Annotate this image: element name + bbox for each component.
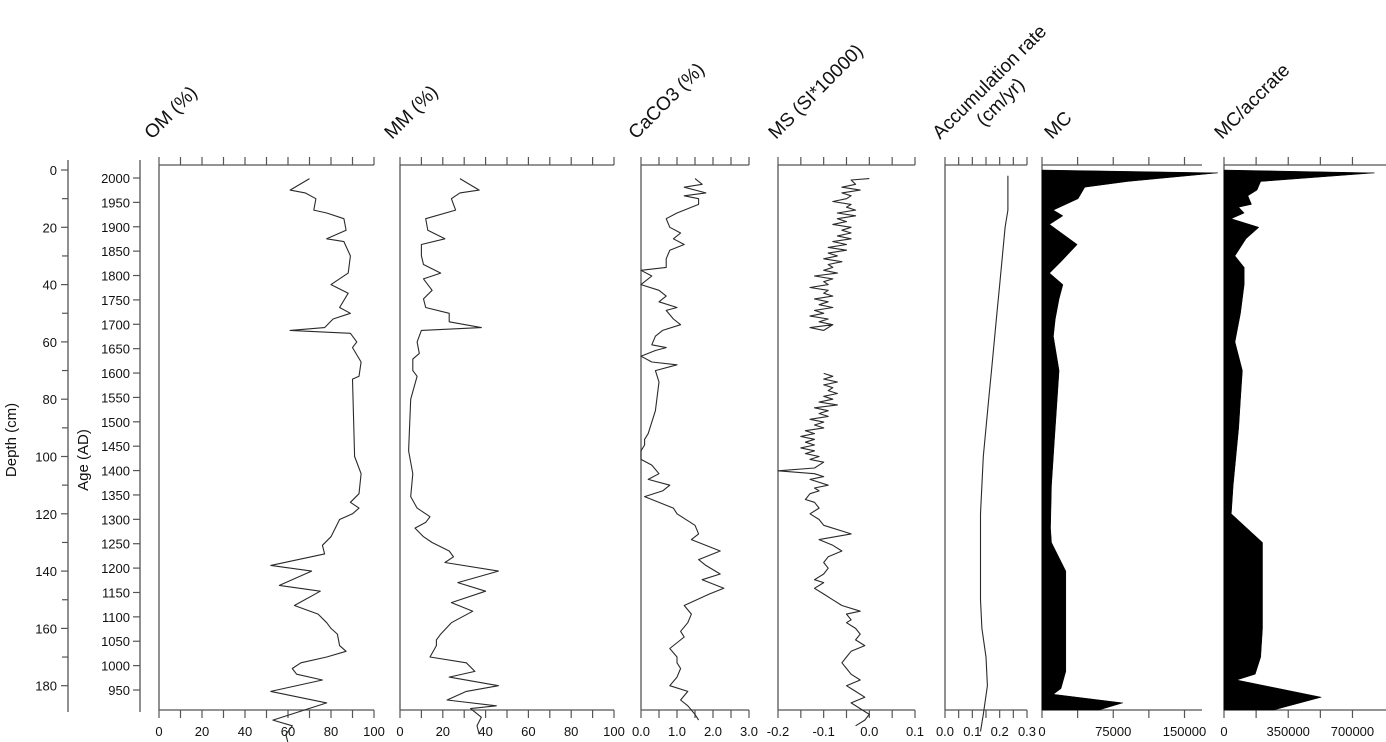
age-tick-label: 1700 (101, 317, 130, 332)
data-area (1223, 169, 1375, 711)
age-tick-label: 1950 (101, 195, 130, 210)
age-tick-label: 1150 (102, 585, 130, 600)
x-tick-label: 0.0 (936, 724, 954, 739)
x-tick-label: 0 (1038, 724, 1045, 739)
data-curve (408, 178, 499, 735)
age-tick-label: 1400 (101, 464, 130, 479)
x-tick-label: 3.0 (740, 724, 758, 739)
x-tick-label: 80 (564, 724, 578, 739)
age-tick-label: 1850 (101, 244, 130, 259)
age-tick-label: 1600 (101, 366, 130, 381)
depth-tick-label: 80 (43, 392, 57, 407)
x-tick-label: 1.0 (668, 724, 686, 739)
x-tick-label: 40 (238, 724, 252, 739)
x-tick-label: 0 (396, 724, 403, 739)
age-tick-label: 950 (108, 683, 130, 698)
panel-title: OM (%) (141, 82, 202, 143)
age-tick-label: 1800 (101, 269, 130, 284)
x-tick-label: 0 (155, 724, 162, 739)
x-tick-label: 0.1 (963, 724, 981, 739)
data-area (1041, 169, 1218, 711)
panel-title: CaCO3 (%) (625, 59, 709, 143)
panel-mm: 0 20 40 60 80 100 MM (%) (381, 82, 625, 739)
x-tick-label: -0.2 (767, 724, 789, 739)
panel-caco3: 0.0 1.0 2.0 3.0 CaCO3 (%) (625, 59, 758, 739)
age-axis-title: Age (AD) (75, 429, 92, 491)
x-tick-label: 0.2 (991, 724, 1009, 739)
depth-tick-label: 120 (35, 507, 57, 522)
x-tick-label: 60 (521, 724, 535, 739)
panel-mc: 0 75000 150000 MC (1038, 108, 1218, 739)
age-axis: 2000 1950 1900 1850 1800 1750 1700 1650 1600 1550… (101, 160, 141, 712)
data-curve (777, 372, 870, 727)
panel-title: MS (SI*10000) (765, 41, 868, 144)
x-tick-label: 0 (1220, 724, 1227, 739)
age-tick-label: 1650 (101, 342, 130, 357)
age-tick-label: 1550 (101, 390, 130, 405)
x-tick-label: 80 (324, 724, 338, 739)
age-tick-label: 1450 (101, 439, 130, 454)
x-tick-label: 350000 (1267, 724, 1310, 739)
x-tick-label: 100 (363, 724, 385, 739)
x-tick-label: 2.0 (704, 724, 722, 739)
data-curve (809, 178, 870, 331)
age-tick-label: 2000 (101, 171, 130, 186)
age-tick-label: 1900 (101, 220, 130, 235)
data-curve (979, 175, 1009, 732)
age-tick-label: 1050 (101, 634, 130, 649)
depth-tick-label: 40 (43, 278, 57, 293)
age-tick-label: 1250 (101, 537, 130, 552)
x-tick-label: -0.1 (812, 724, 834, 739)
panel-title: MC/accrate (1211, 60, 1295, 144)
panel-title: MM (%) (381, 82, 443, 144)
panel-title: MC (1041, 108, 1077, 144)
x-tick-label: 0.0 (632, 724, 650, 739)
age-tick-label: 1350 (101, 488, 130, 503)
x-tick-label: 0.1 (906, 724, 924, 739)
depth-tick-label: 60 (43, 335, 57, 350)
depth-tick-label: 0 (50, 163, 57, 178)
panel-title: Accumulation rate(cm/yr) (929, 21, 1067, 159)
x-tick-label: 20 (195, 724, 209, 739)
age-tick-label: 1100 (102, 610, 130, 625)
age-tick-label: 1200 (101, 561, 130, 576)
data-curve (270, 178, 362, 742)
depth-tick-label: 160 (35, 621, 57, 636)
panel-mc-accrate: 0 350000 700000 MC/accrate (1211, 60, 1386, 739)
age-tick-label: 1000 (101, 659, 130, 674)
x-tick-label: 700000 (1331, 724, 1374, 739)
x-tick-label: 40 (478, 724, 492, 739)
depth-axis-title: Depth (cm) (3, 403, 20, 477)
depth-tick-label: 140 (35, 564, 57, 579)
panel-ms: -0.2 -0.1 0.0 0.1 MS (SI*10000) (765, 41, 924, 739)
depth-tick-label: 20 (43, 220, 57, 235)
x-tick-label: 0.3 (1018, 724, 1036, 739)
depth-tick-label: 180 (35, 679, 57, 694)
x-tick-label: 150000 (1163, 724, 1206, 739)
x-tick-label: 75000 (1095, 724, 1131, 739)
age-tick-label: 1500 (101, 415, 130, 430)
depth-tick-label: 100 (35, 450, 57, 465)
data-curve (640, 178, 725, 721)
depth-axis: 0 20 40 60 80 100 120 140 160 180 (35, 160, 69, 712)
x-tick-label: 0.0 (860, 724, 878, 739)
x-tick-label: 100 (603, 724, 625, 739)
age-tick-label: 1300 (101, 512, 130, 527)
x-tick-label: 20 (436, 724, 450, 739)
age-tick-label: 1750 (101, 293, 130, 308)
